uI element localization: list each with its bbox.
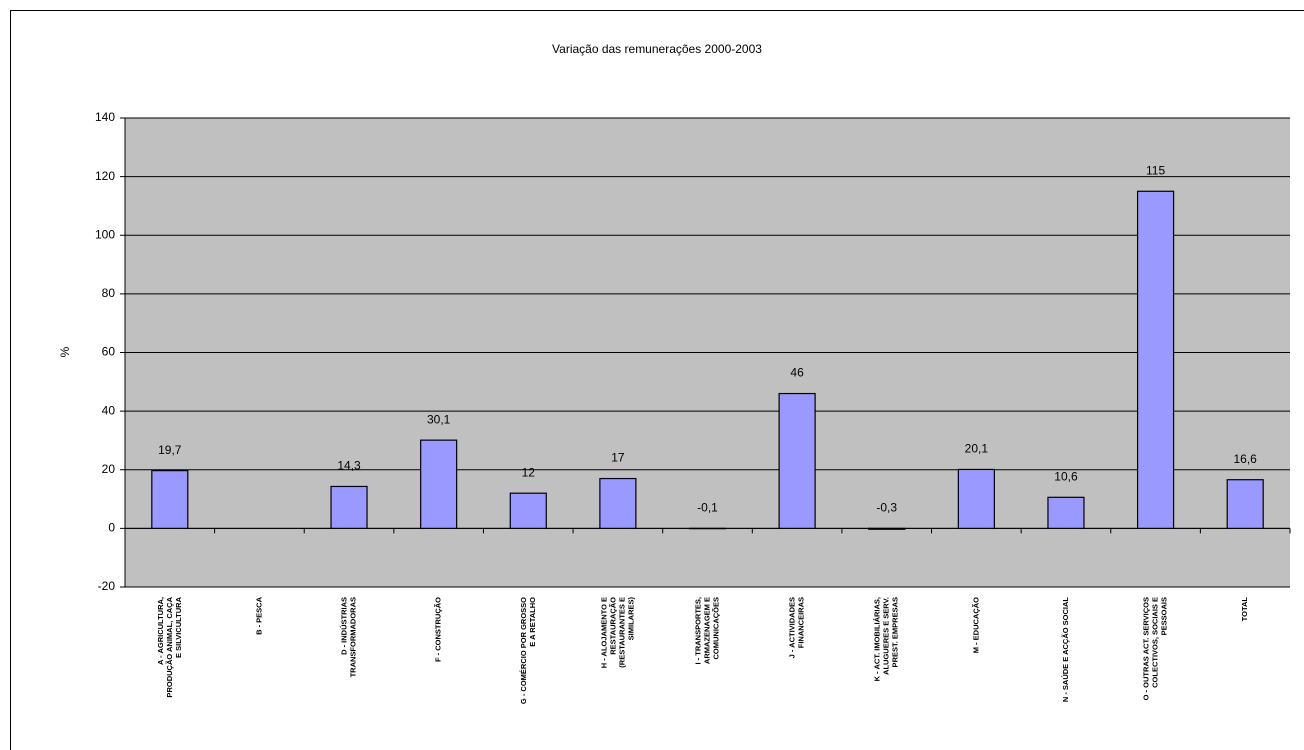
bar [1047, 496, 1085, 529]
x-tick-label: K - ACT. IMOBILIÁRIAS,ALUGUERES E SERV.P… [873, 597, 900, 681]
chart-title: Variação das remunerações 2000-2003 [552, 42, 762, 56]
y-tick-label: 80 [102, 286, 116, 300]
value-label: 10,6 [1054, 469, 1078, 483]
value-label: 14,3 [337, 459, 361, 473]
y-tick-label: 40 [102, 403, 116, 417]
x-tick-label: TOTAL [1240, 597, 1249, 622]
bar [420, 439, 458, 529]
y-tick-label: -20 [98, 579, 116, 593]
x-tick-label: J - ACTIVIDADESFINANCEIRAS [788, 597, 806, 658]
bar [151, 470, 189, 529]
value-label: 17 [611, 451, 625, 465]
value-label: -0,1 [697, 501, 718, 515]
x-tick-label: A - AGRICULTURA,PRODUÇÃO ANIMAL, CAÇAE S… [156, 596, 183, 697]
value-label: 46 [790, 366, 804, 380]
value-label: 30,1 [427, 412, 451, 426]
value-label: 16,6 [1234, 452, 1258, 466]
y-tick-label: 140 [95, 110, 115, 124]
y-axis-label: % [58, 346, 72, 357]
x-tick-label: M - EDUCAÇÃO [971, 597, 980, 653]
bar [599, 477, 637, 529]
x-tick-label: D - INDÚSTRIASTRANSFORMADORAS [340, 597, 358, 677]
y-tick-label: 100 [95, 227, 115, 241]
x-tick-label: B - PESCA [254, 596, 263, 635]
bar [868, 527, 906, 530]
value-label: 20,1 [965, 442, 989, 456]
x-tick-label: I - TRANSPORTES,ARMAZENAGEM ECOMUNICAÇÕE… [693, 597, 720, 665]
bar [509, 492, 547, 529]
x-tick-label: G - COMÉRCIO POR GROSSOE A RETALHO [519, 597, 537, 704]
x-tick-label: H - ALOJAMENTO ERESTAURAÇÃO(RESTAURANTES… [599, 597, 635, 669]
y-tick-label: 120 [95, 169, 115, 183]
x-tick-label: F - CONSTRUÇÃO [434, 597, 443, 662]
y-tick-label: 60 [102, 345, 116, 359]
bar [957, 468, 995, 529]
y-tick-label: 0 [108, 521, 115, 535]
y-tick-label: 20 [102, 462, 116, 476]
value-label: 19,7 [158, 443, 182, 457]
bar [778, 392, 816, 529]
value-label: -0,3 [876, 501, 897, 515]
value-label: 12 [522, 465, 536, 479]
x-tick-label: O - OUTRAS ACT. SERVIÇOSCOLECTIVOS, SOCI… [1142, 597, 1169, 700]
bar [330, 485, 368, 529]
x-tick-label: N - SAÚDE E ACÇÃO SOCIAL [1061, 597, 1070, 703]
bar [1136, 190, 1175, 529]
bar [1226, 479, 1264, 529]
value-label: 115 [1146, 163, 1165, 177]
